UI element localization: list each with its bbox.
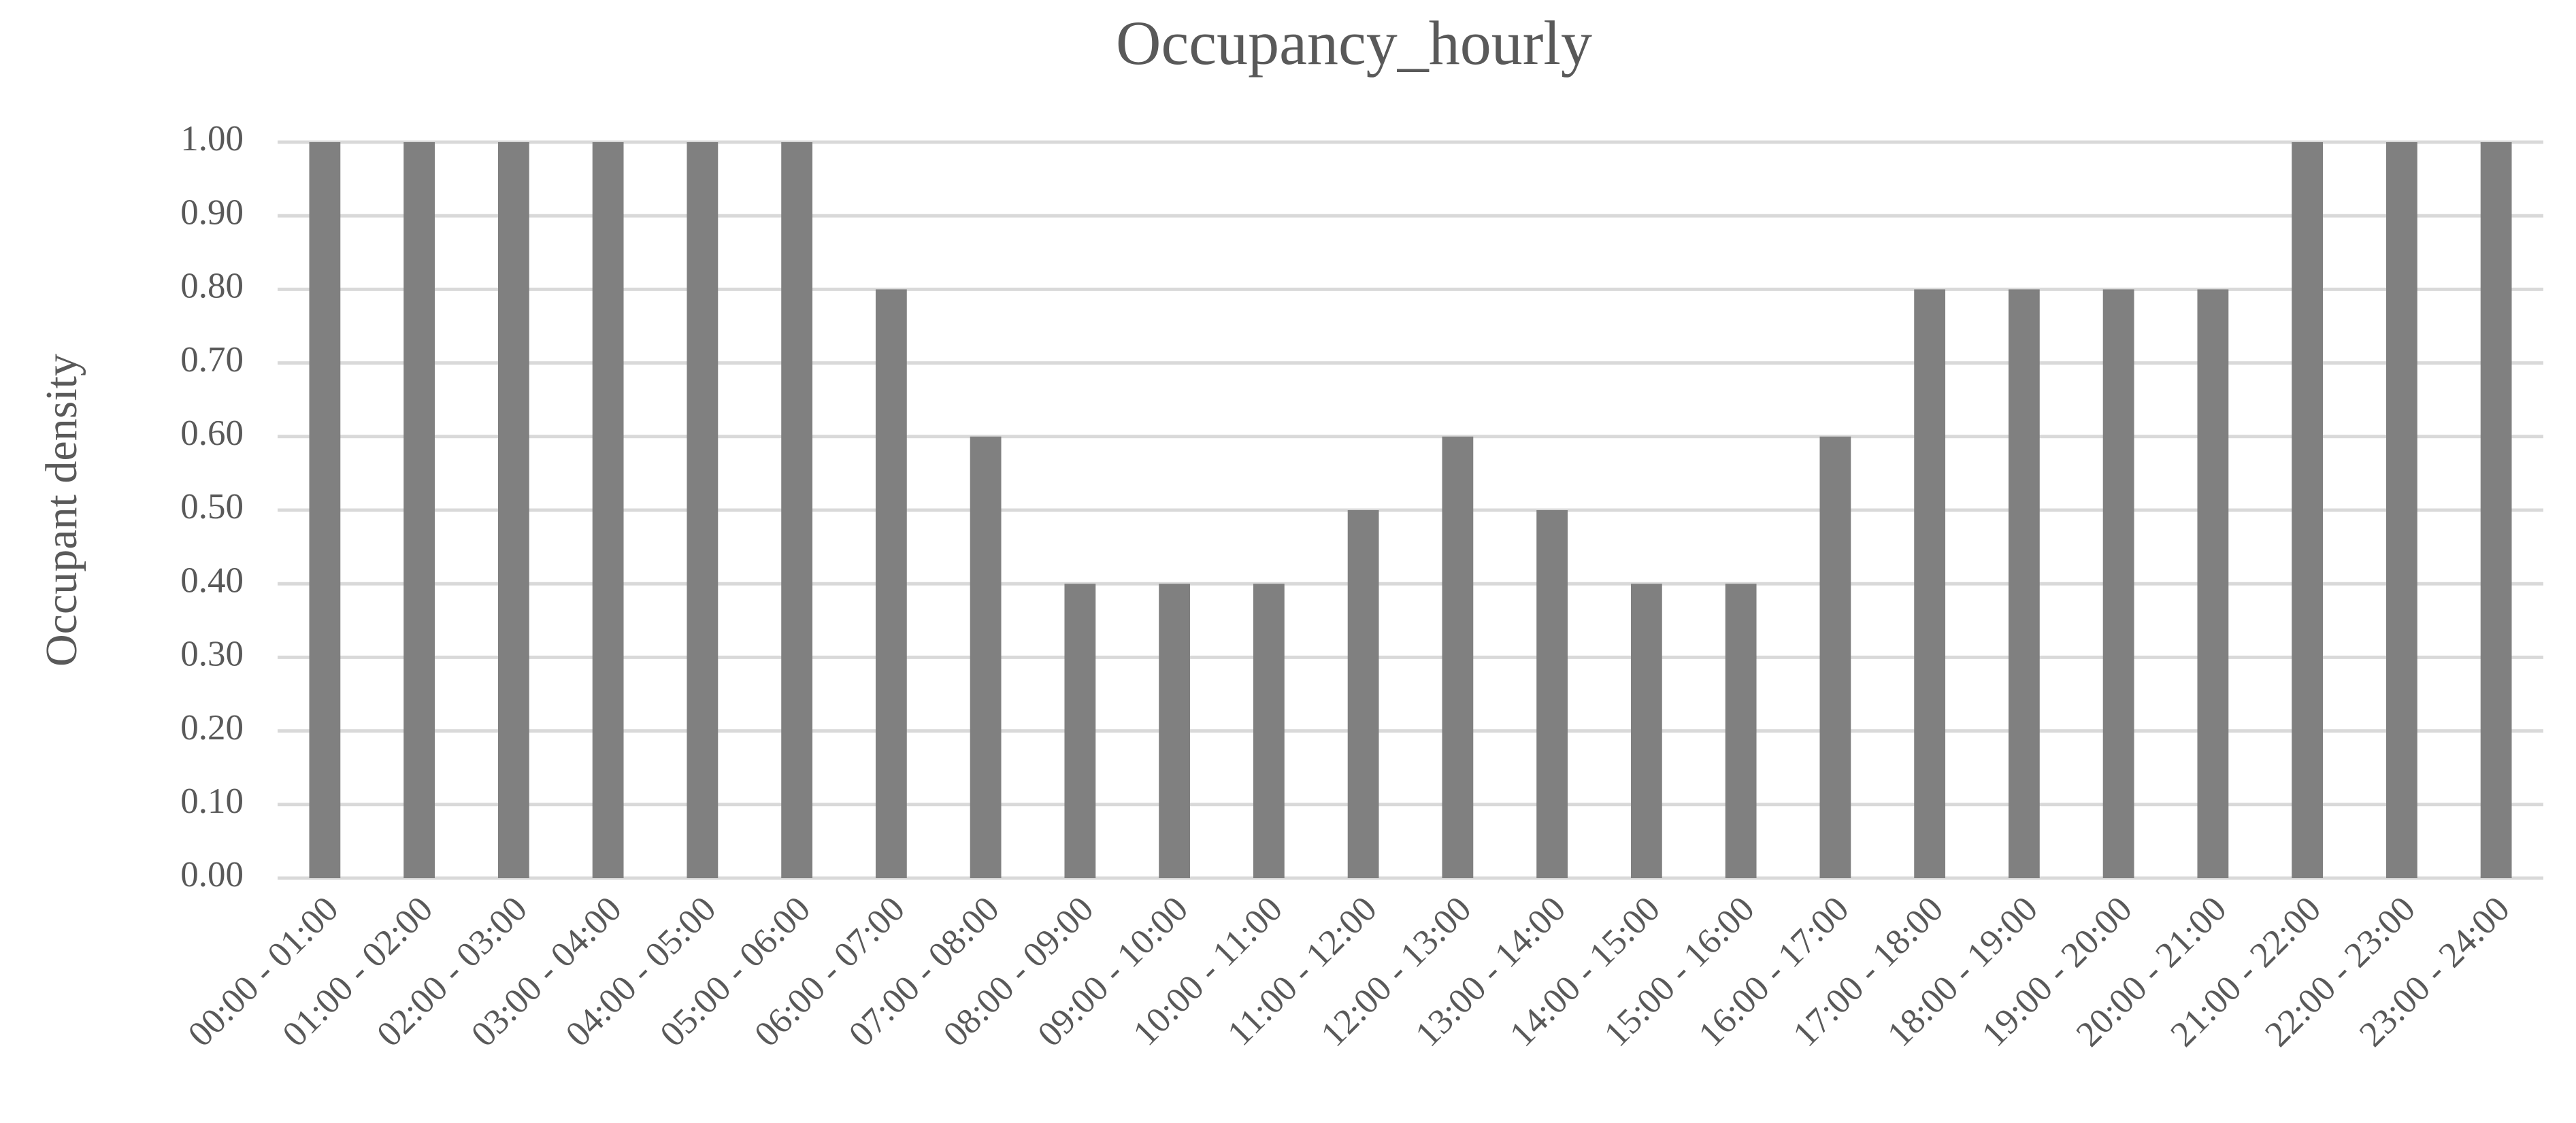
y-tick-label: 0.10 — [180, 782, 244, 821]
y-tick-label: 0.20 — [180, 708, 244, 748]
bar — [2197, 289, 2229, 878]
bar — [781, 142, 813, 878]
bar — [1253, 584, 1285, 878]
bar — [309, 142, 341, 878]
bar — [1064, 584, 1096, 878]
bar — [1914, 289, 1946, 878]
y-tick-label: 0.00 — [180, 855, 244, 894]
bar — [1347, 510, 1379, 878]
bar — [403, 142, 435, 878]
bar — [687, 142, 719, 878]
bar — [2385, 142, 2417, 878]
y-tick-label: 0.80 — [180, 267, 244, 306]
bar — [2480, 142, 2512, 878]
bar — [875, 289, 907, 878]
chart-title: Occupancy_hourly — [1116, 8, 1592, 78]
marks — [309, 142, 2512, 878]
y-tick-label: 1.00 — [180, 119, 244, 158]
bar — [1819, 436, 1851, 878]
y-axis-label: Occupant density — [37, 354, 86, 667]
bar — [1725, 584, 1757, 878]
bar — [2102, 289, 2134, 878]
bar — [592, 142, 624, 878]
bar — [970, 436, 1002, 878]
y-tick-label: 0.30 — [180, 635, 244, 674]
bar — [1442, 436, 1474, 878]
bar — [2008, 289, 2040, 878]
grid — [278, 140, 2543, 880]
bar — [1536, 510, 1568, 878]
y-tick-label: 0.50 — [180, 487, 244, 526]
y-tick-label: 0.60 — [180, 414, 244, 453]
bar — [1159, 584, 1191, 878]
bar — [2292, 142, 2324, 878]
y-tick-label: 0.70 — [180, 340, 244, 380]
bar — [1630, 584, 1662, 878]
bar — [497, 142, 529, 878]
y-tick-label: 0.90 — [180, 192, 244, 232]
y-tick-label: 0.40 — [180, 560, 244, 600]
